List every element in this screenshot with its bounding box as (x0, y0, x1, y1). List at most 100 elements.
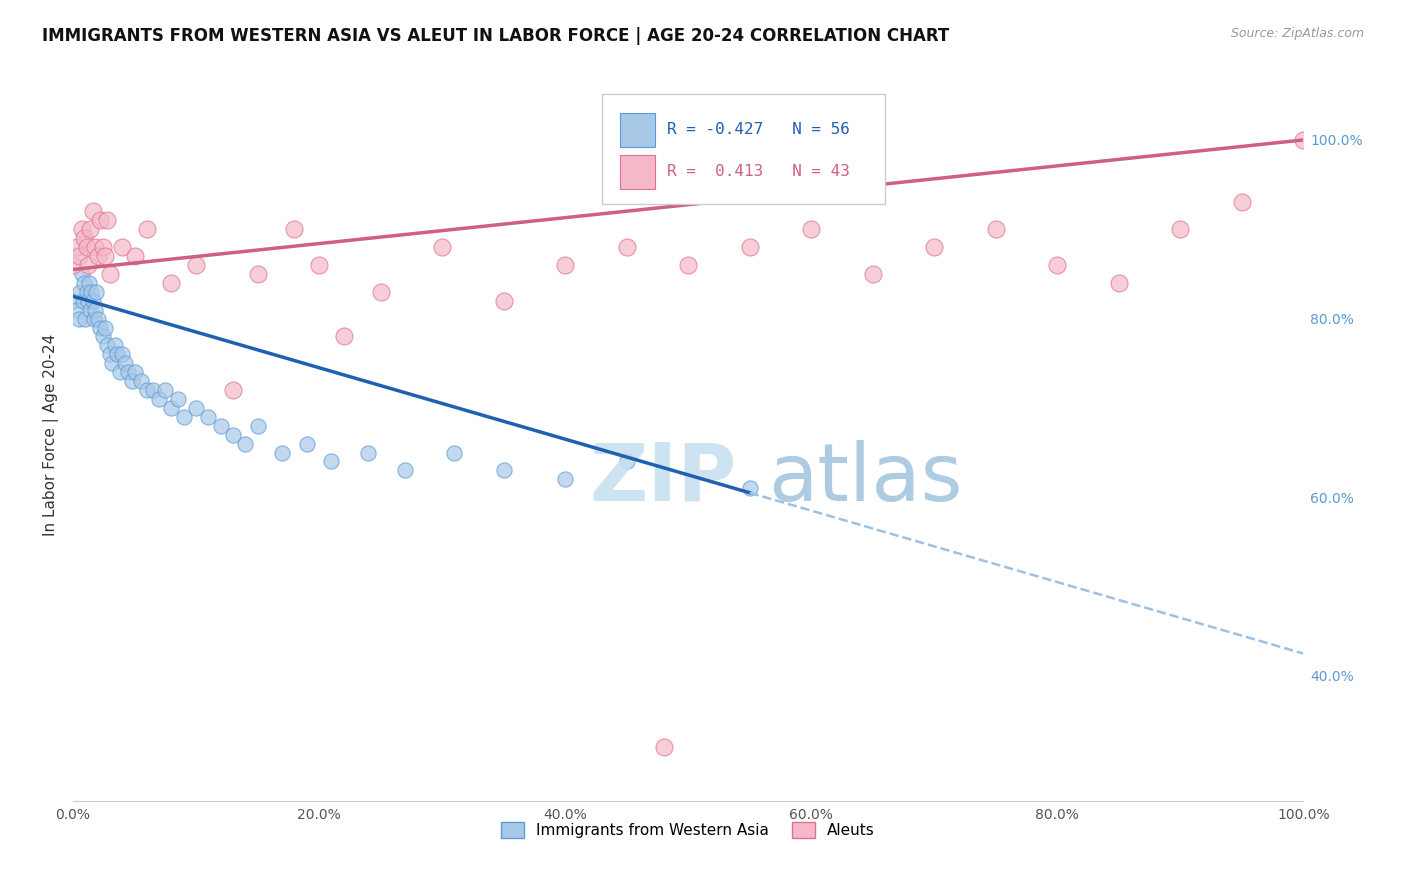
Point (62, 258, 84, 272)
Text: ZIP: ZIP (589, 440, 737, 517)
Point (984, 222, 1007, 236)
Point (73, 231, 96, 245)
Point (160, 276, 183, 290)
Point (77, 276, 100, 290)
Point (616, 454, 638, 468)
Point (84, 302, 107, 317)
Point (197, 409, 219, 424)
Point (70, 222, 93, 236)
Point (295, 436, 318, 450)
Point (862, 267, 884, 281)
Point (66, 302, 89, 317)
Point (96, 338, 118, 352)
Point (104, 338, 127, 352)
Point (108, 365, 131, 379)
Point (922, 240, 945, 254)
Text: Source: ZipAtlas.com: Source: ZipAtlas.com (1230, 27, 1364, 40)
Point (430, 240, 453, 254)
Point (105, 347, 128, 361)
Point (554, 258, 576, 272)
Point (652, 740, 675, 755)
Point (76, 240, 98, 254)
Point (114, 356, 136, 370)
Point (67, 249, 90, 263)
Point (1292, 133, 1315, 147)
Point (89, 320, 111, 334)
Point (554, 472, 576, 486)
Point (370, 285, 392, 299)
Point (271, 445, 294, 459)
Point (492, 293, 515, 308)
Point (86, 285, 108, 299)
Point (222, 427, 245, 442)
FancyBboxPatch shape (620, 113, 655, 147)
Point (738, 481, 761, 495)
Point (148, 392, 170, 406)
FancyBboxPatch shape (602, 95, 884, 204)
Point (91, 329, 114, 343)
Point (166, 392, 188, 406)
Y-axis label: In Labor Force | Age 20-24: In Labor Force | Age 20-24 (44, 334, 59, 536)
Point (222, 383, 245, 397)
Text: atlas: atlas (768, 440, 963, 517)
Point (321, 454, 343, 468)
Point (96, 213, 118, 227)
Point (129, 374, 152, 388)
Point (121, 374, 143, 388)
Point (76, 293, 98, 308)
Point (173, 409, 195, 424)
Point (79, 222, 101, 236)
Text: R =  0.413   N = 43: R = 0.413 N = 43 (668, 163, 851, 178)
Point (101, 356, 124, 370)
Legend: Immigrants from Western Asia, Aleuts: Immigrants from Western Asia, Aleuts (495, 816, 882, 845)
Point (308, 258, 330, 272)
Point (84, 240, 107, 254)
Point (86, 311, 108, 326)
Point (86, 249, 108, 263)
Point (1168, 222, 1191, 236)
Point (283, 222, 305, 236)
Point (76, 258, 98, 272)
Point (76, 285, 98, 299)
Point (89, 213, 111, 227)
Point (332, 329, 354, 343)
Text: IMMIGRANTS FROM WESTERN ASIA VS ALEUT IN LABOR FORCE | AGE 20-24 CORRELATION CHA: IMMIGRANTS FROM WESTERN ASIA VS ALEUT IN… (42, 27, 949, 45)
Point (443, 445, 465, 459)
Point (246, 267, 269, 281)
Point (66, 240, 89, 254)
Point (135, 222, 157, 236)
Point (616, 240, 638, 254)
Text: R = -0.427   N = 56: R = -0.427 N = 56 (668, 122, 851, 136)
Point (357, 445, 380, 459)
Point (142, 383, 165, 397)
Point (94, 249, 117, 263)
Point (676, 258, 699, 272)
Point (80, 285, 103, 299)
Point (738, 240, 761, 254)
Point (117, 365, 139, 379)
Point (111, 240, 134, 254)
Point (394, 463, 416, 477)
Point (124, 249, 146, 263)
Point (79, 302, 101, 317)
Point (70, 267, 93, 281)
Point (800, 222, 823, 236)
Point (1230, 195, 1253, 210)
Point (73, 276, 96, 290)
Point (98, 347, 121, 361)
Point (155, 383, 177, 397)
Point (1108, 276, 1130, 290)
Point (160, 401, 183, 415)
Point (82, 293, 104, 308)
Point (1046, 258, 1069, 272)
Point (82, 204, 104, 219)
Point (98, 267, 121, 281)
Point (184, 258, 207, 272)
Point (94, 320, 117, 334)
Point (111, 347, 134, 361)
Point (69, 285, 91, 299)
Point (91, 240, 114, 254)
Point (75, 311, 97, 326)
FancyBboxPatch shape (620, 155, 655, 188)
Point (246, 418, 269, 433)
